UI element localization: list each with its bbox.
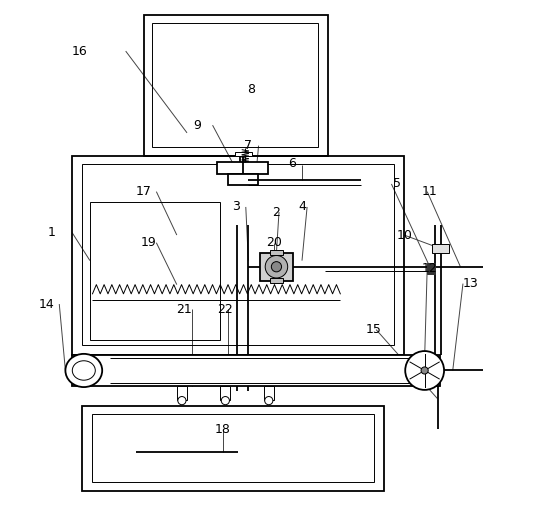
Bar xyxy=(177,386,187,400)
Bar xyxy=(143,15,328,156)
Text: 2: 2 xyxy=(272,205,280,219)
Text: 22: 22 xyxy=(218,303,233,316)
Text: 13: 13 xyxy=(463,277,479,290)
Text: 8: 8 xyxy=(247,83,255,96)
Text: 12: 12 xyxy=(422,262,437,275)
Text: 5: 5 xyxy=(392,177,401,191)
Bar xyxy=(90,202,220,340)
Bar xyxy=(234,152,252,156)
Circle shape xyxy=(421,367,428,374)
Text: 19: 19 xyxy=(141,236,157,249)
Bar xyxy=(72,355,440,386)
Bar xyxy=(264,386,274,400)
Bar xyxy=(260,253,293,281)
Bar xyxy=(72,156,404,355)
Text: 14: 14 xyxy=(39,297,54,311)
Circle shape xyxy=(264,397,273,405)
Circle shape xyxy=(271,262,282,272)
Bar xyxy=(217,162,268,174)
Circle shape xyxy=(265,256,288,278)
Bar xyxy=(220,386,230,400)
Text: 18: 18 xyxy=(215,423,230,436)
Bar xyxy=(228,174,258,185)
Text: 16: 16 xyxy=(72,44,88,58)
Bar xyxy=(270,278,282,283)
Circle shape xyxy=(405,351,444,390)
Text: 4: 4 xyxy=(298,200,306,214)
Text: 20: 20 xyxy=(266,236,282,249)
Text: 9: 9 xyxy=(193,119,201,132)
Bar xyxy=(82,164,394,345)
Text: 17: 17 xyxy=(136,185,152,198)
Bar xyxy=(432,244,449,253)
Bar xyxy=(82,406,384,491)
Bar xyxy=(427,263,435,274)
Text: 11: 11 xyxy=(422,185,437,198)
Text: 15: 15 xyxy=(365,323,382,336)
Ellipse shape xyxy=(65,354,102,387)
Bar xyxy=(152,23,319,147)
Bar xyxy=(93,414,373,482)
Circle shape xyxy=(178,397,186,405)
Text: 6: 6 xyxy=(288,157,296,170)
Text: 10: 10 xyxy=(396,228,412,242)
Circle shape xyxy=(222,397,229,405)
Text: 7: 7 xyxy=(244,139,252,152)
Text: 3: 3 xyxy=(232,200,239,214)
Text: 1: 1 xyxy=(47,226,56,239)
Ellipse shape xyxy=(73,361,95,380)
Text: 21: 21 xyxy=(176,303,193,316)
Bar xyxy=(270,250,282,256)
